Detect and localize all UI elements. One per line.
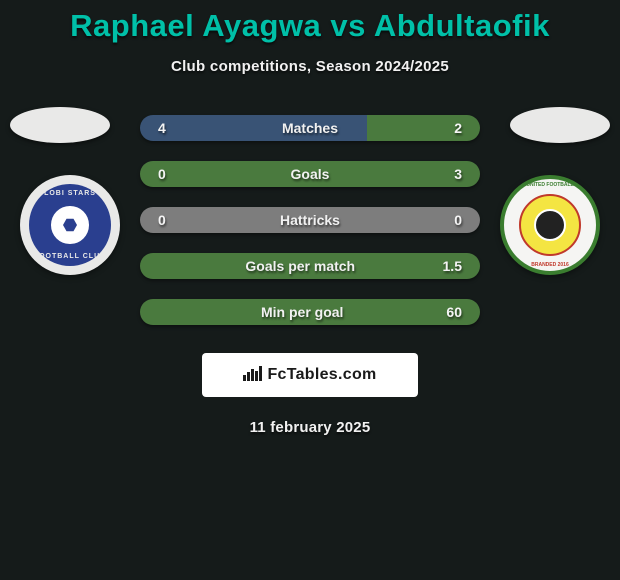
subtitle: Club competitions, Season 2024/2025 — [0, 58, 620, 75]
stat-row: 4 Matches 2 — [140, 115, 480, 141]
infographic-root: Raphael Ayagwa vs Abdultaofik Club compe… — [0, 0, 620, 436]
crest-left-top-text: LOBI STARS — [29, 190, 111, 197]
player2-photo-placeholder — [510, 107, 610, 143]
crest-left-inner: LOBI STARS FOOTBALL CLUB — [29, 184, 111, 266]
crest-left-ball-icon — [51, 206, 89, 244]
crest-right-ball-icon — [534, 209, 566, 241]
stat-value-left: 0 — [158, 212, 166, 228]
stat-value-left: 0 — [158, 166, 166, 182]
stat-value-right: 3 — [454, 166, 462, 182]
stat-value-left: 4 — [158, 120, 166, 136]
stat-row: Goals per match 1.5 — [140, 253, 480, 279]
stat-label: Min per goal — [261, 304, 343, 320]
stat-label: Matches — [282, 120, 338, 136]
crest-right-inner — [519, 194, 582, 257]
stat-row: 0 Hattricks 0 — [140, 207, 480, 233]
stat-label: Goals — [291, 166, 330, 182]
crest-right-top-text: UNITED FOOTBALL — [504, 182, 596, 188]
brand-chart-icon — [243, 365, 263, 386]
club-crest-left: LOBI STARS FOOTBALL CLUB — [20, 175, 120, 275]
player2-name: Abdultaofik — [374, 8, 550, 43]
stat-value-right: 0 — [454, 212, 462, 228]
stats-list: 4 Matches 2 0 Goals 3 0 Hattricks 0 Goals per mat… — [140, 115, 480, 325]
page-title: Raphael Ayagwa vs Abdultaofik — [0, 0, 620, 44]
stat-row: Min per goal 60 — [140, 299, 480, 325]
club-crest-right: UNITED FOOTBALL BRANDED 2016 — [500, 175, 600, 275]
title-text: Raphael Ayagwa vs Abdultaofik — [70, 8, 550, 43]
crest-right-outer: UNITED FOOTBALL BRANDED 2016 — [500, 175, 600, 275]
bars-icon — [243, 365, 263, 381]
vs-label: vs — [330, 8, 365, 43]
stat-label: Hattricks — [280, 212, 340, 228]
stat-row: 0 Goals 3 — [140, 161, 480, 187]
crest-left-hexagon-icon — [63, 218, 77, 232]
player1-photo-placeholder — [10, 107, 110, 143]
stat-bar-right — [367, 115, 480, 141]
stat-label: Goals per match — [245, 258, 355, 274]
brand-text: FcTables.com — [267, 366, 376, 384]
player1-name: Raphael Ayagwa — [70, 8, 321, 43]
stat-value-right: 1.5 — [443, 258, 462, 274]
stat-value-right: 60 — [446, 304, 462, 320]
crest-right-bottom-text: BRANDED 2016 — [504, 262, 596, 268]
brand-box[interactable]: FcTables.com — [202, 353, 418, 397]
crest-left-bottom-text: FOOTBALL CLUB — [29, 253, 111, 260]
footer-date: 11 february 2025 — [0, 419, 620, 436]
body-area: LOBI STARS FOOTBALL CLUB UNITED FOOTBALL… — [0, 115, 620, 436]
stat-value-right: 2 — [454, 120, 462, 136]
crest-left-outer: LOBI STARS FOOTBALL CLUB — [20, 175, 120, 275]
